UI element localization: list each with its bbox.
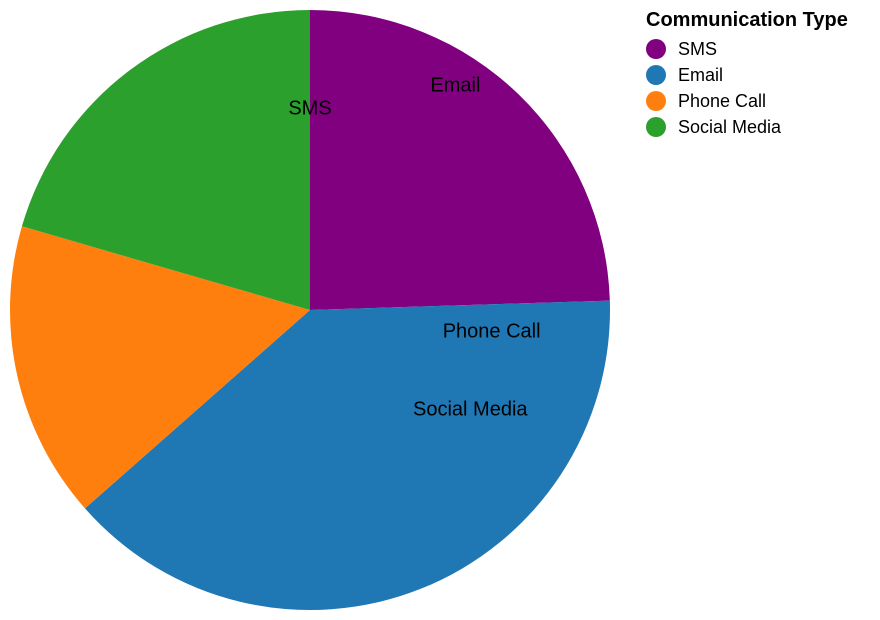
pie-slice-social-media [21,10,310,310]
legend-item-phone-call: Phone Call [646,88,848,114]
legend-title: Communication Type [646,9,848,31]
slice-label-phone-call: Phone Call [443,321,541,343]
pie-slice-email [84,300,611,610]
pie-slices [9,10,611,610]
legend-items: SMS Email Phone Call Social Media [646,36,848,140]
pie-slice-sms [310,10,610,310]
legend-item-social-media: Social Media [646,114,848,140]
legend-swatch [646,91,666,111]
slice-label-email: Email [430,74,480,96]
legend-label: Email [678,64,724,85]
legend-label: Social Media [678,116,782,137]
legend-swatch [646,39,666,59]
slice-label-sms: SMS [288,97,331,119]
legend-item-email: Email [646,62,848,88]
slice-label-social-media: Social Media [413,398,528,420]
pie-slice-phone-call [9,226,310,509]
legend-item-sms: SMS [646,36,848,62]
legend: Communication Type SMS Email Phone Call Soc… [646,9,848,140]
legend-label: SMS [678,38,718,59]
pie-slice-labels: SMS Email Phone Call Social Media [288,74,540,420]
legend-swatch [646,117,666,137]
legend-label: Phone Call [678,90,767,111]
legend-swatch [646,65,666,85]
